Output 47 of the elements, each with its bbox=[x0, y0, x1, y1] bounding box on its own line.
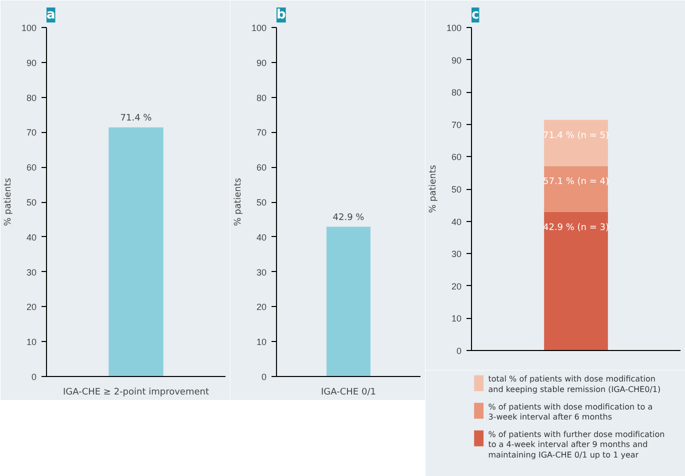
y-tick-label: 30 bbox=[26, 267, 37, 278]
y-tick-label: 80 bbox=[451, 88, 462, 98]
y-axis-title: % patients bbox=[428, 164, 438, 214]
y-tick-label: 10 bbox=[26, 337, 37, 348]
chart-title: c bbox=[472, 8, 480, 22]
y-tick-label: 40 bbox=[256, 232, 267, 242]
y-tick-label: 60 bbox=[256, 162, 267, 173]
legend-label: % of patients with dose modification to a 3-week interval after 6 months bbox=[488, 402, 653, 422]
y-tick-label: 20 bbox=[256, 302, 267, 312]
y-tick-label: 70 bbox=[256, 128, 267, 138]
y-tick-label: 60 bbox=[26, 162, 37, 173]
y-tick-label: 100 bbox=[251, 23, 267, 33]
y-tick-label: 20 bbox=[26, 302, 37, 312]
y-tick-label: 80 bbox=[26, 92, 37, 103]
y-tick-label: 80 bbox=[256, 92, 267, 103]
y-tick-label: 50 bbox=[256, 198, 267, 208]
y-axis-title: % patients bbox=[3, 178, 14, 226]
chart-title: b bbox=[276, 8, 286, 22]
y-tick-label: 30 bbox=[256, 267, 267, 278]
bar bbox=[544, 212, 608, 350]
y-tick-label: 30 bbox=[451, 249, 462, 260]
y-tick-label: 90 bbox=[26, 58, 37, 68]
y-tick-label: 90 bbox=[451, 55, 462, 66]
y-tick-label: 10 bbox=[256, 337, 267, 348]
legend-label: total % of patients with dose modification and keeping stable remission (IGA-CHE0/1) bbox=[488, 374, 661, 394]
y-tick-label: 50 bbox=[451, 184, 462, 194]
y-tick-label: 70 bbox=[26, 128, 37, 138]
x-tick-label: IGA-CHE 0/1 bbox=[321, 388, 376, 398]
y-tick-label: 10 bbox=[451, 314, 462, 324]
y-tick-label: 0 bbox=[31, 372, 37, 382]
data-label: 71.4 % bbox=[120, 113, 152, 124]
y-tick-label: 50 bbox=[26, 198, 37, 208]
chart-title: a bbox=[46, 8, 56, 22]
y-tick-label: 0 bbox=[261, 372, 267, 382]
data-label: 42.9 % bbox=[332, 212, 365, 223]
y-tick-label: 100 bbox=[446, 23, 462, 33]
x-tick-label: IGA-CHE ≥ 2-point improvement bbox=[62, 388, 210, 398]
y-tick-label: 20 bbox=[451, 281, 462, 292]
legend-label: % of patients with further dose modification to a 4-week interval after 9 months and maintaining IGA-CHE 0/1 up to 1 year bbox=[488, 430, 665, 460]
y-tick-label: 40 bbox=[451, 216, 462, 227]
y-tick-label: 90 bbox=[256, 58, 267, 68]
y-tick-label: 0 bbox=[456, 346, 462, 356]
y-tick-label: 100 bbox=[21, 23, 37, 33]
y-tick-label: 60 bbox=[451, 152, 462, 162]
y-axis-title: % patients bbox=[233, 178, 244, 226]
y-tick-label: 40 bbox=[26, 232, 37, 242]
y-tick-label: 70 bbox=[451, 120, 462, 130]
